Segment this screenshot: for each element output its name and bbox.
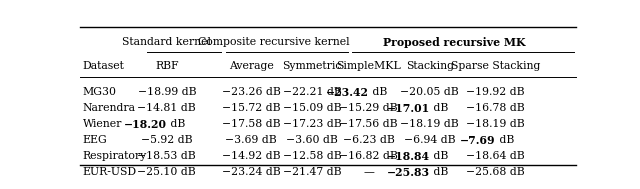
Text: −6.23 dB: −6.23 dB xyxy=(343,136,394,146)
Text: −18.84: −18.84 xyxy=(387,151,429,163)
Text: −23.24 dB: −23.24 dB xyxy=(222,167,280,177)
Text: −16.78 dB: −16.78 dB xyxy=(467,103,525,113)
Text: EUR-USD: EUR-USD xyxy=(83,167,136,177)
Text: dB: dB xyxy=(429,103,448,113)
Text: −6.94 dB: −6.94 dB xyxy=(404,136,456,146)
Text: −14.81 dB: −14.81 dB xyxy=(138,103,196,113)
Text: −21.47 dB: −21.47 dB xyxy=(283,167,341,177)
Text: dB: dB xyxy=(495,136,514,146)
Text: Dataset: Dataset xyxy=(83,60,124,70)
Text: dB: dB xyxy=(429,151,448,161)
Text: Symmetric: Symmetric xyxy=(282,60,342,70)
Text: −19.92 dB: −19.92 dB xyxy=(467,88,525,98)
Text: −25.83: −25.83 xyxy=(387,167,429,178)
Text: dB: dB xyxy=(369,88,387,98)
Text: Respiratory: Respiratory xyxy=(83,151,147,161)
Text: −25.10 dB: −25.10 dB xyxy=(138,167,196,177)
Text: RBF: RBF xyxy=(155,60,179,70)
Text: −3.69 dB: −3.69 dB xyxy=(225,136,277,146)
Text: −15.29 dB: −15.29 dB xyxy=(339,103,398,113)
Text: −7.69: −7.69 xyxy=(460,136,495,146)
Text: −17.58 dB: −17.58 dB xyxy=(222,119,280,129)
Text: Proposed recursive MK: Proposed recursive MK xyxy=(383,37,525,48)
Text: Standard kernel: Standard kernel xyxy=(122,37,211,47)
Text: −20.05 dB: −20.05 dB xyxy=(401,88,459,98)
Text: SimpleMKL: SimpleMKL xyxy=(336,60,401,70)
Text: −17.23 dB: −17.23 dB xyxy=(283,119,342,129)
Text: MG30: MG30 xyxy=(83,88,116,98)
Text: −14.92 dB: −14.92 dB xyxy=(222,151,280,161)
Text: Average: Average xyxy=(228,60,273,70)
Text: Narendra: Narendra xyxy=(83,103,136,113)
Text: −3.60 dB: −3.60 dB xyxy=(286,136,338,146)
Text: −12.58 dB: −12.58 dB xyxy=(283,151,342,161)
Text: −22.21 dB: −22.21 dB xyxy=(283,88,342,98)
Text: −18.19 dB: −18.19 dB xyxy=(467,119,525,129)
Text: −17.01: −17.01 xyxy=(387,103,429,115)
Text: −18.64 dB: −18.64 dB xyxy=(467,151,525,161)
Text: −5.92 dB: −5.92 dB xyxy=(141,136,193,146)
Text: −15.09 dB: −15.09 dB xyxy=(283,103,341,113)
Text: EEG: EEG xyxy=(83,136,108,146)
Text: dB: dB xyxy=(429,167,448,177)
Text: −15.72 dB: −15.72 dB xyxy=(222,103,280,113)
Text: Composite recursive kernel: Composite recursive kernel xyxy=(198,37,349,47)
Text: −18.20: −18.20 xyxy=(124,119,167,130)
Text: −23.42: −23.42 xyxy=(326,88,369,98)
Text: −18.19 dB: −18.19 dB xyxy=(401,119,459,129)
Text: −18.99 dB: −18.99 dB xyxy=(138,88,196,98)
Text: dB: dB xyxy=(167,119,185,129)
Text: −25.68 dB: −25.68 dB xyxy=(467,167,525,177)
Text: −17.56 dB: −17.56 dB xyxy=(339,119,398,129)
Text: Wiener: Wiener xyxy=(83,119,122,129)
Text: Stacking: Stacking xyxy=(406,60,454,70)
Text: −18.53 dB: −18.53 dB xyxy=(138,151,196,161)
Text: −23.26 dB: −23.26 dB xyxy=(221,88,280,98)
Text: −16.82 dB: −16.82 dB xyxy=(339,151,398,161)
Text: —: — xyxy=(364,167,374,177)
Text: Sparse Stacking: Sparse Stacking xyxy=(451,60,540,70)
